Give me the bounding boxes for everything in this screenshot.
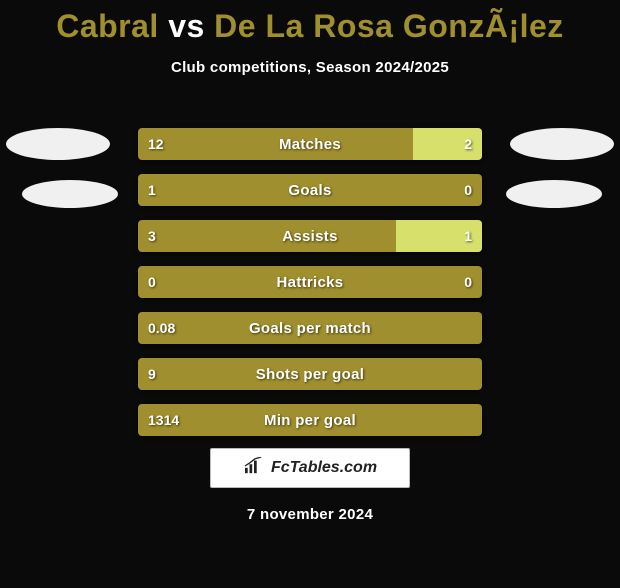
stat-label: Matches xyxy=(138,128,482,160)
stat-label: Min per goal xyxy=(138,404,482,436)
subtitle: Club competitions, Season 2024/2025 xyxy=(0,59,620,76)
stat-label: Assists xyxy=(138,220,482,252)
page-title: Cabral vs De La Rosa GonzÃ¡lez xyxy=(0,8,620,45)
player2-avatar-placeholder-2 xyxy=(506,180,602,208)
player1-avatar-placeholder xyxy=(6,128,110,160)
stat-bars-container: Matches122Goals10Assists31Hattricks00Goa… xyxy=(138,128,482,450)
player1-name: Cabral xyxy=(56,8,159,44)
chart-icon xyxy=(243,457,265,480)
stat-value-left: 9 xyxy=(148,358,156,390)
stat-label: Goals xyxy=(138,174,482,206)
stat-row: Goals per match0.08 xyxy=(138,312,482,344)
footer-date: 7 november 2024 xyxy=(0,506,620,523)
player2-name: De La Rosa GonzÃ¡lez xyxy=(214,8,564,44)
player2-avatar-placeholder xyxy=(510,128,614,160)
stat-value-left: 0 xyxy=(148,266,156,298)
stat-value-left: 1 xyxy=(148,174,156,206)
stat-value-right: 2 xyxy=(464,128,472,160)
stat-row: Assists3 1 xyxy=(138,220,482,252)
stat-value-left: 1314 xyxy=(148,404,179,436)
stat-value-left: 0.08 xyxy=(148,312,175,344)
stat-value-right: 1 xyxy=(464,220,472,252)
stat-value-right: 0 xyxy=(464,266,472,298)
stat-label: Shots per goal xyxy=(138,358,482,390)
stat-row: Hattricks0 0 xyxy=(138,266,482,298)
stat-row: Goals1 0 xyxy=(138,174,482,206)
source-badge: FcTables.com xyxy=(210,448,410,488)
stat-row: Shots per goal9 xyxy=(138,358,482,390)
stat-label: Hattricks xyxy=(138,266,482,298)
source-badge-text: FcTables.com xyxy=(271,459,377,477)
stat-value-left: 12 xyxy=(148,128,164,160)
stat-value-left: 3 xyxy=(148,220,156,252)
stat-value-right: 0 xyxy=(464,174,472,206)
player1-avatar-placeholder-2 xyxy=(22,180,118,208)
stat-label: Goals per match xyxy=(138,312,482,344)
stat-row: Min per goal1314 xyxy=(138,404,482,436)
stat-row: Matches12 2 xyxy=(138,128,482,160)
vs-text: vs xyxy=(168,8,205,44)
